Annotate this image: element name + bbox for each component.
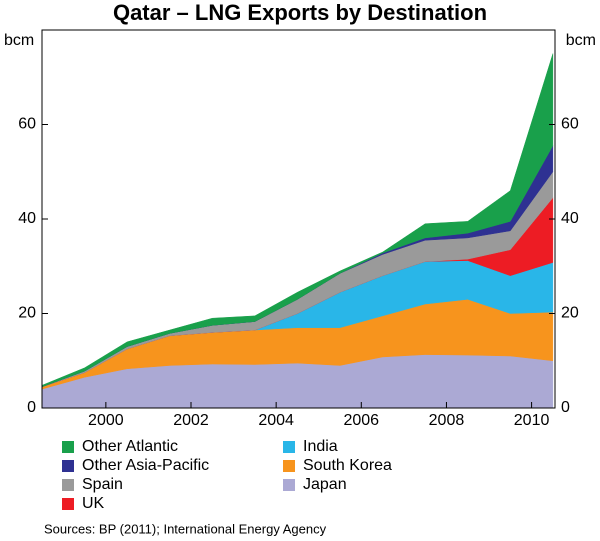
x-tick-label: 2004: [258, 412, 294, 429]
legend-label: Other Atlantic: [82, 438, 178, 455]
source: Sources: BP (2011); International Energy…: [44, 521, 327, 536]
y-tick-label: 20: [561, 305, 579, 322]
area: [41, 53, 554, 388]
y-unit-left: bcm: [4, 32, 34, 49]
y-tick-label: 0: [561, 399, 570, 416]
legend-label: Spain: [82, 476, 123, 493]
y-tick-label: 60: [561, 116, 579, 133]
x-tick-label: 2002: [173, 412, 209, 429]
legend-swatch: [283, 441, 295, 453]
legend-label: UK: [82, 495, 105, 512]
y-tick-label: 40: [18, 210, 36, 227]
y-tick-label: 0: [27, 399, 36, 416]
x-tick-label: 2010: [514, 412, 550, 429]
legend-swatch: [62, 479, 74, 491]
legend-label: South Korea: [303, 457, 392, 474]
x-tick-label: 2006: [343, 412, 379, 429]
x-tick-label: 2008: [429, 412, 465, 429]
legend-swatch: [62, 498, 74, 510]
legend-swatch: [283, 460, 295, 472]
legend-label: Japan: [303, 476, 347, 493]
y-tick-label: 60: [18, 116, 36, 133]
legend-swatch: [62, 441, 74, 453]
legend-label: Other Asia-Pacific: [82, 457, 209, 474]
y-tick-label: 20: [18, 305, 36, 322]
legend-label: India: [303, 438, 338, 455]
legend-swatch: [283, 479, 295, 491]
y-tick-label: 40: [561, 210, 579, 227]
y-unit-right: bcm: [566, 32, 596, 49]
legend-swatch: [62, 460, 74, 472]
chart-title: Qatar – LNG Exports by Destination: [113, 0, 487, 25]
x-tick-label: 2000: [88, 412, 124, 429]
